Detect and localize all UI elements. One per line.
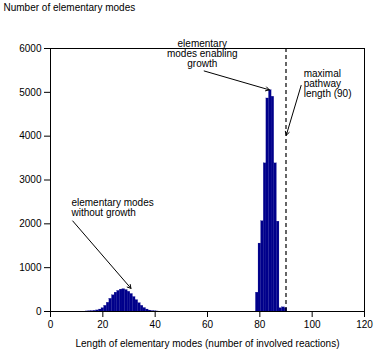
svg-text:1000: 1000: [19, 262, 42, 273]
svg-text:100: 100: [304, 319, 321, 330]
svg-text:maximalpathwaylength (90): maximalpathwaylength (90): [304, 68, 352, 99]
svg-text:20: 20: [97, 319, 109, 330]
svg-text:5000: 5000: [19, 87, 42, 98]
svg-text:40: 40: [150, 319, 162, 330]
svg-text:120: 120: [356, 319, 373, 330]
svg-text:60: 60: [202, 319, 214, 330]
svg-text:3000: 3000: [19, 174, 42, 185]
svg-text:80: 80: [254, 319, 266, 330]
svg-text:0: 0: [48, 319, 54, 330]
svg-text:0: 0: [36, 306, 42, 317]
svg-text:6000: 6000: [19, 43, 42, 54]
svg-text:Length of elementary modes (nu: Length of elementary modes (number of in…: [75, 338, 339, 349]
svg-text:4000: 4000: [19, 130, 42, 141]
svg-text:2000: 2000: [19, 218, 42, 229]
svg-text:elementarymodes enablinggrowth: elementarymodes enablinggrowth: [167, 38, 238, 69]
svg-text:elementary modeswithout growth: elementary modeswithout growth: [70, 197, 153, 218]
svg-text:Number of elementary modes: Number of elementary modes: [4, 2, 136, 13]
